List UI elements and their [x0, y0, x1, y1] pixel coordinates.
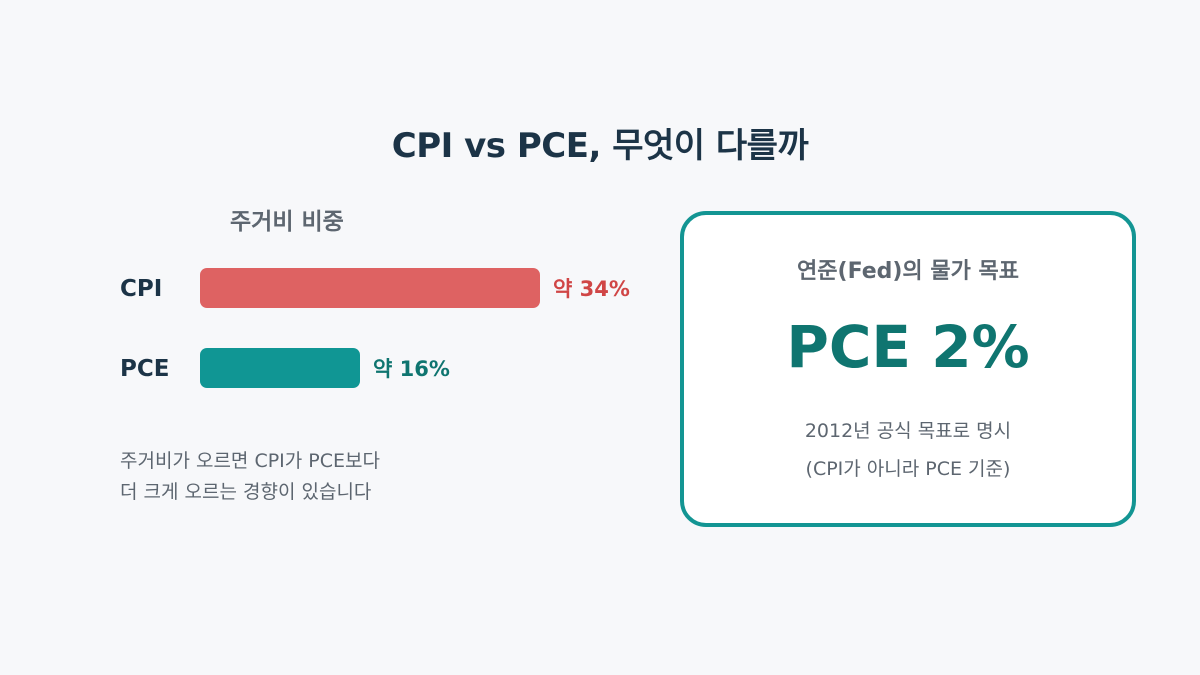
bar-category-label-pce: PCE — [120, 356, 169, 382]
card-heading: 연준(Fed)의 물가 목표 — [797, 259, 1019, 284]
housing-share-bar-chart: CPI 약 34% PCE 약 16% — [120, 268, 630, 388]
bar-cpi — [200, 268, 540, 308]
note-line-2: 더 크게 오르는 경향이 있습니다 — [120, 481, 372, 503]
note-line-1: 주거비가 오르면 CPI가 PCE보다 — [120, 450, 380, 472]
chart-title: 주거비 비중 — [230, 209, 344, 235]
bar-value-label-pce: 약 16% — [373, 357, 450, 381]
bar-pce — [200, 348, 360, 388]
card-desc-line-1: 2012년 공식 목표로 명시 — [804, 420, 1012, 442]
bar-category-label-cpi: CPI — [120, 276, 162, 302]
bar-value-label-cpi: 약 34% — [553, 277, 630, 301]
page-title: CPI vs PCE, 무엇이 다를까 — [391, 126, 809, 166]
card-description: 2012년 공식 목표로 명시 (CPI가 아니라 PCE 기준) — [684, 412, 1132, 488]
card-desc-line-2: (CPI가 아니라 PCE 기준) — [805, 458, 1011, 480]
fed-target-card: 연준(Fed)의 물가 목표 PCE 2% 2012년 공식 목표로 명시 (C… — [680, 211, 1136, 527]
card-target-value: PCE 2% — [786, 313, 1030, 381]
housing-note: 주거비가 오르면 CPI가 PCE보다 더 크게 오르는 경향이 있습니다 — [120, 446, 380, 508]
